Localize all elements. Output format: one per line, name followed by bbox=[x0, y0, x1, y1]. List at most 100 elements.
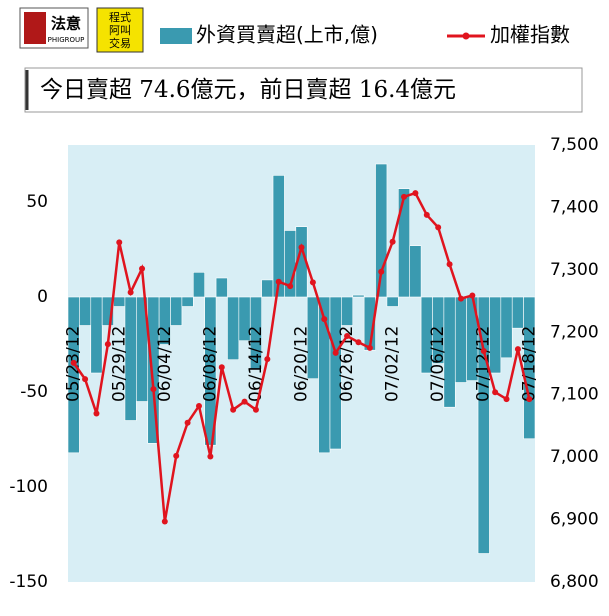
y2-tick-label: 7,200 bbox=[550, 322, 599, 342]
legend-label: 外資買賣超(上市,億) bbox=[196, 23, 378, 47]
index-point bbox=[309, 279, 316, 286]
bar bbox=[375, 163, 388, 298]
index-point bbox=[514, 346, 521, 353]
index-point bbox=[207, 453, 214, 460]
index-point bbox=[492, 389, 499, 396]
index-point bbox=[389, 238, 396, 245]
x-tick-label: 06/20/12 bbox=[292, 326, 312, 402]
index-point bbox=[82, 376, 89, 383]
y2-tick-label: 7,400 bbox=[550, 197, 599, 217]
index-point bbox=[104, 341, 111, 348]
index-point bbox=[503, 396, 510, 403]
index-point bbox=[287, 283, 294, 290]
bar bbox=[523, 296, 536, 440]
index-point bbox=[275, 278, 282, 285]
y-tick-label: -150 bbox=[9, 572, 48, 592]
index-point bbox=[116, 239, 123, 246]
index-point bbox=[480, 348, 487, 355]
index-point bbox=[241, 398, 248, 405]
bar bbox=[398, 188, 411, 298]
legend-swatch bbox=[160, 28, 192, 44]
logo-text: 交易 bbox=[109, 36, 131, 50]
bar bbox=[79, 296, 92, 326]
index-point bbox=[366, 344, 373, 351]
index-point bbox=[457, 295, 464, 302]
y2-tick-label: 6,900 bbox=[550, 510, 599, 530]
index-point bbox=[298, 244, 305, 251]
bar bbox=[215, 277, 228, 298]
index-point bbox=[139, 265, 146, 272]
bar bbox=[181, 296, 194, 307]
logo-text: 程式 bbox=[109, 11, 131, 24]
index-point bbox=[355, 339, 362, 346]
x-tick-label: 07/02/12 bbox=[383, 326, 403, 402]
x-tick-label: 06/04/12 bbox=[155, 326, 175, 402]
index-point bbox=[70, 359, 77, 366]
y2-tick-label: 7,500 bbox=[550, 135, 599, 155]
index-point bbox=[93, 410, 100, 417]
index-point bbox=[264, 356, 271, 363]
bar bbox=[170, 296, 183, 326]
index-point bbox=[230, 406, 237, 413]
index-point bbox=[127, 289, 134, 296]
index-point bbox=[401, 193, 408, 200]
x-tick-label: 06/14/12 bbox=[246, 326, 266, 402]
subtitle-box bbox=[24, 67, 583, 113]
logo-mark bbox=[24, 12, 46, 44]
bar bbox=[204, 296, 217, 446]
index-point bbox=[173, 452, 180, 459]
bar bbox=[101, 296, 114, 326]
index-point bbox=[321, 316, 328, 323]
bar bbox=[511, 296, 524, 329]
bar bbox=[192, 271, 205, 298]
x-tick-label: 07/12/12 bbox=[474, 326, 494, 402]
bar bbox=[227, 296, 240, 361]
y2-tick-label: 6,800 bbox=[550, 572, 599, 592]
index-point bbox=[526, 396, 533, 403]
logo-box bbox=[96, 7, 144, 53]
index-point bbox=[469, 292, 476, 299]
index-point bbox=[252, 406, 259, 413]
index-point bbox=[344, 333, 351, 340]
index-point bbox=[423, 211, 430, 218]
index-point bbox=[218, 364, 225, 371]
index-point bbox=[435, 224, 442, 231]
logo-text: 法意 bbox=[51, 15, 81, 33]
index-point bbox=[378, 268, 385, 275]
y-tick-label: -50 bbox=[20, 382, 48, 402]
bar bbox=[329, 296, 342, 450]
index-point bbox=[150, 386, 157, 393]
logo-text: PHIGROUP bbox=[48, 36, 85, 44]
y2-tick-label: 7,300 bbox=[550, 260, 599, 280]
y2-tick-label: 7,000 bbox=[550, 447, 599, 467]
index-point bbox=[332, 349, 339, 356]
x-tick-label: 05/29/12 bbox=[109, 326, 129, 402]
y-tick-label: 50 bbox=[26, 192, 48, 212]
legend-swatch bbox=[462, 32, 470, 40]
x-tick-label: 06/08/12 bbox=[200, 326, 220, 402]
index-point bbox=[412, 190, 419, 197]
index-point bbox=[161, 518, 168, 525]
subtitle: 今日賣超 74.6億元，前日賣超 16.4億元 bbox=[40, 77, 456, 103]
bar bbox=[477, 296, 490, 554]
legend-label: 加權指數 bbox=[490, 23, 570, 47]
x-tick-label: 07/06/12 bbox=[428, 326, 448, 402]
bar bbox=[352, 294, 365, 298]
y-tick-label: -100 bbox=[9, 477, 48, 497]
bar bbox=[454, 296, 467, 383]
index-point bbox=[446, 261, 453, 268]
bar bbox=[409, 245, 422, 298]
index-point bbox=[184, 419, 191, 426]
bar bbox=[341, 296, 354, 326]
bar bbox=[261, 279, 274, 298]
bar bbox=[113, 296, 126, 307]
bar bbox=[249, 296, 262, 370]
x-tick-label: 07/18/12 bbox=[519, 326, 539, 402]
y-tick-label: 0 bbox=[37, 287, 48, 307]
logo-text: 阿叫 bbox=[109, 24, 131, 37]
bar bbox=[386, 296, 399, 307]
bar bbox=[500, 296, 513, 359]
index-point bbox=[195, 402, 202, 409]
bar bbox=[147, 296, 160, 444]
